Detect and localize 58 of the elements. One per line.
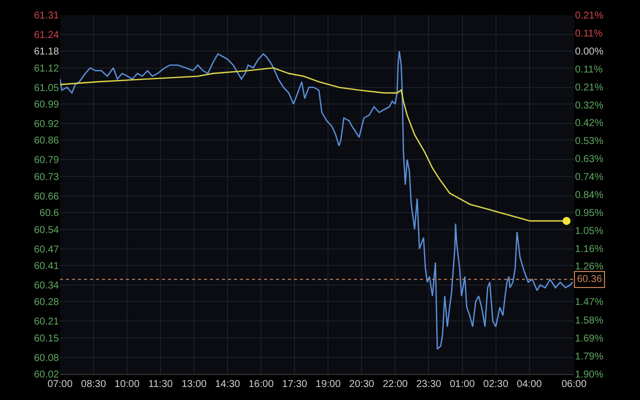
y2-tick-label: 1.90% — [575, 370, 604, 380]
y2-tick-label: 1.47% — [575, 297, 604, 308]
y2-tick-label: 1.69% — [575, 334, 604, 345]
y2-tick-label: 1.26% — [575, 261, 604, 272]
y-tick-label: 60.15 — [34, 333, 60, 344]
x-tick-label: 20:30 — [349, 379, 375, 390]
y-tick-label: 60.21 — [34, 316, 60, 328]
y2-tick-label: 1.58% — [575, 316, 604, 327]
y2-tick-label: 0.53% — [575, 136, 604, 148]
y2-tick-label: 1.05% — [575, 226, 604, 237]
y-tick-label: 60.99 — [34, 100, 60, 111]
y2-tick-label: 0.21% — [575, 82, 604, 94]
y-tick-label: 61.05 — [34, 82, 60, 94]
x-tick-label: 16:00 — [248, 379, 274, 390]
y2-tick-label: 1.79% — [575, 352, 604, 363]
x-tick-label: 19:00 — [316, 379, 342, 390]
y-tick-label: 61.12 — [34, 63, 60, 74]
x-tick-label: 02:30 — [483, 379, 509, 390]
x-tick-label: 13:00 — [182, 379, 208, 390]
x-tick-label: 14:30 — [215, 379, 241, 390]
x-tick-label: 17:30 — [282, 379, 308, 390]
y2-tick-label: 0.74% — [575, 172, 604, 184]
y-tick-label: 60.02 — [34, 370, 60, 380]
x-tick-label: 01:00 — [450, 379, 476, 390]
y-tick-label: 61.18 — [34, 46, 60, 58]
x-tick-label: 08:30 — [81, 379, 106, 390]
y2-tick-label: 0.32% — [575, 100, 604, 112]
y-tick-label: 60.92 — [34, 119, 60, 130]
x-tick-label: 11:30 — [148, 379, 174, 390]
y-tick-label: 61.24 — [34, 30, 60, 41]
x-tick-label: 06:00 — [561, 379, 587, 390]
y-tick-label: 60.08 — [34, 352, 60, 364]
y-tick-label: 60.73 — [34, 172, 60, 183]
y-tick-label: 60.79 — [34, 155, 60, 166]
ref-line-label: 60.36 — [577, 274, 602, 285]
y2-tick-label: 0.42% — [575, 118, 604, 130]
y2-tick-label: 0.11% — [575, 28, 603, 40]
y-tick-label: 60.28 — [34, 297, 60, 308]
y-tick-label: 60.41 — [34, 260, 60, 272]
y2-tick-label: 1.16% — [575, 244, 604, 255]
x-tick-label: 07:00 — [47, 379, 73, 390]
y-tick-label: 61.31 — [34, 10, 60, 22]
y-tick-label: 60.54 — [34, 224, 60, 236]
x-tick-label: 10:00 — [114, 379, 140, 390]
y2-tick-label: 0.11% — [575, 64, 603, 76]
y-tick-label: 60.47 — [34, 244, 60, 256]
x-tick-label: 22:00 — [382, 379, 408, 390]
y2-tick-label: 0.21% — [575, 10, 604, 22]
x-tick-label: 04:00 — [516, 379, 542, 390]
y2-tick-label: 0.95% — [575, 208, 604, 219]
y2-tick-label: 0.84% — [575, 190, 604, 201]
y-tick-label: 60.86 — [34, 136, 60, 147]
y2-tick-label: 0.63% — [575, 154, 604, 166]
y-tick-label: 60.6 — [40, 208, 60, 220]
x-tick-label: 23:30 — [416, 379, 442, 390]
y-tick-label: 60.34 — [34, 280, 60, 292]
y-tick-label: 60.66 — [34, 191, 60, 202]
y2-tick-label: 0.00% — [575, 46, 604, 58]
